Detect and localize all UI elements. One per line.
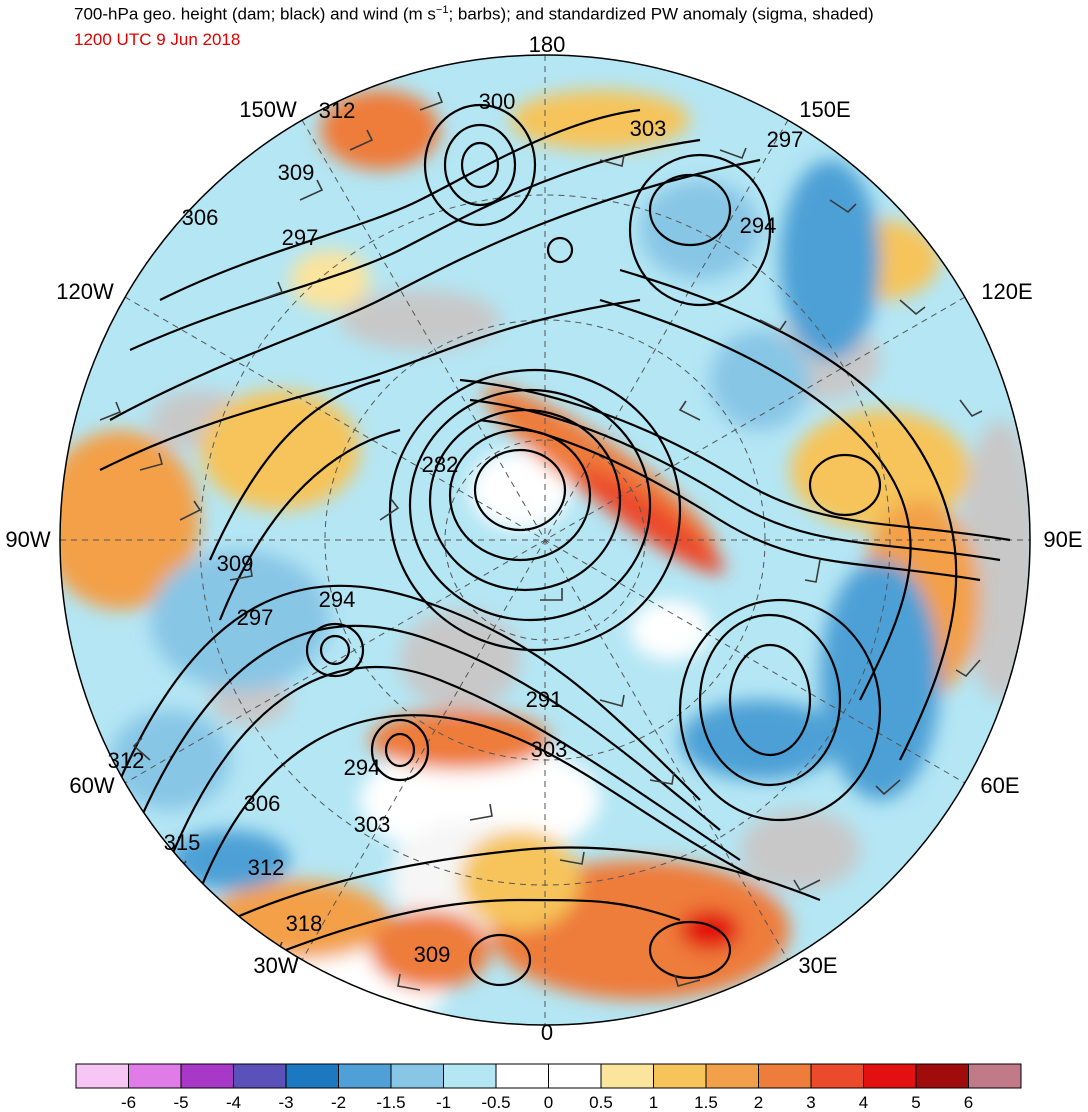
colorbar-label: 4 bbox=[859, 1093, 868, 1112]
colorbar-swatch bbox=[548, 1063, 602, 1089]
lon-label-150w: 150W bbox=[239, 97, 297, 122]
height-contours bbox=[99, 103, 1011, 987]
contour-label-303b: 303 bbox=[531, 737, 568, 762]
colorbar-label: -6 bbox=[121, 1093, 136, 1112]
colorbar-swatch bbox=[600, 1063, 654, 1089]
map-subtitle: 1200 UTC 9 Jun 2018 bbox=[74, 30, 241, 49]
colorbar-label: 0 bbox=[544, 1093, 553, 1112]
contour-label-303c: 303 bbox=[354, 812, 391, 837]
contour-label-group: 312 300 303 297 309 306 297 294 282 309 … bbox=[108, 89, 804, 967]
lon-label-90e: 90E bbox=[1043, 527, 1082, 552]
contour-label-282: 282 bbox=[422, 452, 459, 477]
title-main: 700-hPa geo. height (dam; black) and win… bbox=[74, 4, 436, 24]
contour-label-312c: 312 bbox=[248, 855, 285, 880]
lon-label-90w: 90W bbox=[5, 527, 50, 552]
colorbar-swatch bbox=[285, 1063, 339, 1089]
colorbar-swatch bbox=[653, 1063, 707, 1089]
contour-label-312b: 312 bbox=[108, 748, 145, 773]
colorbar-label: -1 bbox=[436, 1093, 451, 1112]
contour-label-306b: 306 bbox=[244, 791, 281, 816]
contour-label-297a: 297 bbox=[767, 127, 804, 152]
map-disc bbox=[60, 55, 1030, 1025]
colorbar-swatch bbox=[495, 1063, 549, 1089]
colorbar-label: 2 bbox=[754, 1093, 763, 1112]
lon-label-120w: 120W bbox=[56, 279, 114, 304]
colorbar-label: -0.5 bbox=[481, 1093, 510, 1112]
colorbar-swatch bbox=[968, 1063, 1022, 1089]
lon-label-60e: 60E bbox=[980, 773, 1019, 798]
colorbar-label: -3 bbox=[278, 1093, 293, 1112]
lon-label-180: 180 bbox=[529, 32, 566, 57]
lon-label-30e: 30E bbox=[798, 953, 837, 978]
contour-label-291: 291 bbox=[526, 687, 563, 712]
colorbar-swatch bbox=[128, 1063, 182, 1089]
colorbar-label: 1.5 bbox=[694, 1093, 718, 1112]
lon-label-150e: 150E bbox=[799, 97, 850, 122]
colorbar-swatch bbox=[233, 1063, 287, 1089]
contour-label-309c: 309 bbox=[414, 942, 451, 967]
lon-label-30w: 30W bbox=[253, 953, 298, 978]
contour-label-294b: 294 bbox=[319, 587, 356, 612]
colorbar-label: 1 bbox=[649, 1093, 658, 1112]
contour-label-294c: 294 bbox=[344, 755, 381, 780]
contour-label-309b: 309 bbox=[217, 551, 254, 576]
colorbar-label: -4 bbox=[226, 1093, 241, 1112]
longitude-labels: 180 150E 120E 90E 60E 30E 0 30W 60W 90W … bbox=[5, 32, 1082, 1045]
colorbar-swatch bbox=[390, 1063, 444, 1089]
contour-label-309a: 309 bbox=[278, 160, 315, 185]
lon-label-0: 0 bbox=[541, 1020, 553, 1045]
colorbar-label: -5 bbox=[173, 1093, 188, 1112]
colorbar-swatch bbox=[705, 1063, 759, 1089]
contour-label-315: 315 bbox=[164, 830, 201, 855]
map-title: 700-hPa geo. height (dam; black) and win… bbox=[74, 4, 874, 25]
colorbar-swatch bbox=[758, 1063, 812, 1089]
colorbar-label: -2 bbox=[331, 1093, 346, 1112]
colorbar-label: 5 bbox=[911, 1093, 920, 1112]
contour-label-312a: 312 bbox=[319, 98, 356, 123]
title-superscript: −1 bbox=[435, 4, 449, 16]
colorbar-swatch bbox=[338, 1063, 392, 1089]
colorbar: -6 -5 -4 -3 -2 -1.5 -1 -0.5 0 0.5 1 1.5 2 3 4 5 6 bbox=[75, 1063, 1022, 1112]
contour-label-300: 300 bbox=[479, 89, 516, 114]
colorbar-label: 0.5 bbox=[589, 1093, 613, 1112]
colorbar-swatch bbox=[75, 1063, 129, 1089]
colorbar-label: 6 bbox=[964, 1093, 973, 1112]
map-boundary bbox=[59, 54, 1031, 1026]
lon-label-120e: 120E bbox=[981, 279, 1032, 304]
title-rest: ; barbs); and standardized PW anomaly (s… bbox=[448, 4, 874, 24]
contour-label-297b: 297 bbox=[282, 225, 319, 250]
contour-label-297c: 297 bbox=[237, 605, 274, 630]
colorbar-swatch bbox=[810, 1063, 864, 1089]
colorbar-label: -1.5 bbox=[376, 1093, 405, 1112]
contour-label-294a: 294 bbox=[740, 213, 777, 238]
colorbar-swatch bbox=[443, 1063, 497, 1089]
colorbar-swatch bbox=[915, 1063, 969, 1089]
colorbar-swatch bbox=[180, 1063, 234, 1089]
contour-label-306a: 306 bbox=[182, 205, 219, 230]
colorbar-label: 3 bbox=[806, 1093, 815, 1112]
contour-label-303a: 303 bbox=[630, 116, 667, 141]
contour-label-318: 318 bbox=[286, 911, 323, 936]
lon-label-60w: 60W bbox=[69, 773, 114, 798]
colorbar-swatch bbox=[863, 1063, 917, 1089]
